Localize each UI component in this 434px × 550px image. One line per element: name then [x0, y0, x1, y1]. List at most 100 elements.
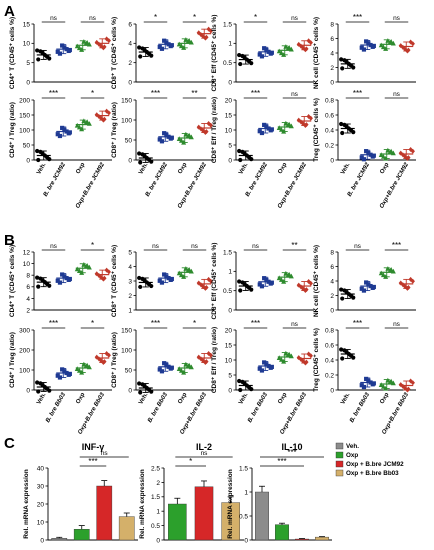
- chart-B-r1-c4-point: [340, 296, 345, 301]
- chart-A-r2-c2-sig-label: **: [191, 89, 197, 98]
- chart-B-r1-c4-point: [403, 284, 408, 290]
- chart-B-r2-c4-xtick-label: Veh.: [340, 392, 352, 406]
- chart-B-r2-c4-point: [342, 348, 347, 353]
- chart-A-r2-c1-point: [67, 130, 72, 135]
- chart-B-r2-c4-ylabel: Treg (CD45⁺ cells %): [313, 328, 320, 392]
- chart-A-r2-c2-ylabel: CD8⁺ / Treg (ratio): [111, 102, 118, 158]
- panel-letter-b: B: [4, 232, 15, 249]
- chart-A-r1-c4-point: [408, 39, 413, 45]
- chart-B-r1-c1-point: [36, 284, 41, 289]
- chart-B-r1-c1-ytick-label: 12: [23, 249, 31, 256]
- chart-A-r2-c3-point: [259, 130, 265, 136]
- chart-B-r1-c3-point: [301, 286, 306, 292]
- chart-B-r2-c1-sig-label: *: [91, 319, 94, 328]
- chart-A-r2-c3-point: [286, 121, 292, 127]
- chart-A-r1-c4-ytick-label: 6: [330, 36, 334, 43]
- chart-A-r2-c3-point: [306, 114, 311, 119]
- chart-A-r2-c1-ylabel: CD4⁺ / Treg (ratio): [9, 102, 16, 158]
- chart-A-r1-c2-ytick-label: 2: [128, 60, 132, 67]
- chart-B-r2-c3-ytick-label: 15: [225, 342, 233, 349]
- chart-A-r2-c1-sig-label: ***: [49, 89, 58, 98]
- chart-B-r1-c3-point: [259, 284, 265, 289]
- chart-B-r1-c3-point: [262, 276, 267, 281]
- chart-C-3-bar: [275, 524, 290, 541]
- chart-C-2-ytick-label: 1.5: [151, 494, 160, 501]
- chart-B-r1-c1-point: [84, 262, 90, 268]
- chart-B-r1-c3-point: [257, 282, 262, 287]
- chart-B-r2-c2-xtick-label: B. bre Bb03: [147, 391, 169, 423]
- chart-A-r2-c3-point: [276, 125, 282, 130]
- chart-A-r2-c1-ytick-label: 50: [23, 142, 31, 149]
- chart-B-r1-c2-point: [159, 280, 165, 285]
- chart-B-r2-c3-sig-label: ns: [291, 321, 299, 328]
- chart-B-r1-c3-point: [264, 277, 269, 283]
- chart-B-r2-c2-xtick-label: Veh.: [138, 392, 150, 406]
- chart-C-3-sig-label: ***: [287, 448, 296, 457]
- chart-A-r2-c2-point: [162, 131, 167, 136]
- chart-C-1-bar: [118, 516, 135, 541]
- chart-A-r2-c4-point: [340, 130, 345, 136]
- chart-B-r2-c4-ytick-label: 0: [330, 387, 334, 394]
- chart-B-r2-c1-xtick-label: Oxp: [75, 392, 86, 405]
- chart-B-r1-c2-ytick-label: 4: [128, 264, 132, 271]
- chart-A-r2-c2-xtick-label: B. bre JCM92: [145, 161, 170, 197]
- chart-B-r1-c2-point: [206, 276, 211, 282]
- chart-B-r2-c4-ytick-label: 0.8: [325, 327, 334, 334]
- chart-A-r2-c2-xtick-label: Oxp: [177, 162, 188, 175]
- chart-A-r2-c4-point: [371, 153, 376, 158]
- chart-A-r1-c4-point: [361, 47, 367, 52]
- chart-B-r1-c1-point: [104, 267, 109, 273]
- chart-A-r2-c3-point: [237, 148, 242, 154]
- chart-A-r2-c3-point: [238, 157, 243, 163]
- chart-C-3-title: IL-10: [281, 442, 302, 452]
- chart-A-r1-c3-point: [259, 54, 265, 59]
- chart-A-r2-c3-point: [301, 121, 306, 127]
- chart-A-r2-c4-point: [366, 150, 371, 156]
- chart-A-r2-c1-xtick-label: Veh.: [36, 162, 48, 176]
- chart-B-r1-c4-ytick-label: 6: [330, 264, 334, 271]
- chart-A-r1-c3-point: [306, 38, 311, 44]
- chart-B-r2-c3-point: [237, 378, 242, 384]
- chart-C-1-ylabel: Rel. mRNA expression: [23, 469, 30, 539]
- chart-A-r1-c3-point: [286, 44, 292, 50]
- chart-C-1-ytick-label: 40: [37, 465, 45, 472]
- chart-B-r1-c2-point: [176, 270, 182, 276]
- chart-C-1-sig-label: ns: [101, 450, 109, 457]
- chart-B-r1-c1-point: [57, 280, 63, 285]
- chart-A-r2-c4-point: [342, 122, 347, 127]
- chart-C-1-bar: [51, 538, 68, 541]
- chart-A-r2-c1-ytick-label: 150: [19, 112, 30, 119]
- chart-A-r1-c2-ytick-label: 4: [128, 41, 132, 48]
- chart-A-r1-c1-ytick-label: 15: [23, 21, 31, 28]
- chart-B-r1-c3-point: [306, 279, 311, 285]
- chart-A-r1-c1-point: [36, 57, 41, 62]
- chart-B-r1-c1-ytick-label: 4: [26, 296, 30, 303]
- chart-A-r2-c4-point: [364, 149, 369, 154]
- chart-B-r2-c2-point: [157, 367, 162, 372]
- chart-C-1-ytick-label: 0: [40, 537, 44, 544]
- chart-A-r1-c2-point: [176, 41, 182, 47]
- chart-B-r2-c3-point: [259, 368, 265, 373]
- chart-A-r1-c1-point: [94, 39, 99, 45]
- chart-C-1-ytick-label: 30: [37, 483, 45, 490]
- chart-A-r2-c4-point: [408, 147, 413, 152]
- chart-A-r1-c1-sig-label: ns: [50, 15, 58, 22]
- chart-B-r1-c3-ytick-label: 0: [228, 307, 232, 314]
- chart-C-2-sig-label: *: [189, 457, 192, 466]
- chart-C-3-ytick-label: 0.5: [239, 513, 248, 520]
- chart-A-r1-c4-point: [378, 42, 384, 48]
- chart-A-r1-c4-point: [366, 41, 371, 46]
- chart-A-r1-c3-point: [269, 50, 274, 55]
- chart-A-r2-c4-sig-label: ***: [353, 89, 362, 98]
- chart-B-r2-c2-ytick-label: 150: [121, 327, 132, 334]
- chart-A-r1-c1-point: [84, 39, 90, 45]
- chart-A-r2-c4-point: [378, 152, 384, 157]
- legend-swatch: [335, 469, 344, 477]
- chart-B-r2-c3-ytick-label: 20: [225, 327, 233, 334]
- chart-B-r1-c4-point: [388, 267, 394, 272]
- chart-A-r2-c3-point: [269, 127, 274, 132]
- chart-A-r1-c1-point: [62, 45, 67, 50]
- chart-A-r1-c2-point: [206, 26, 211, 32]
- chart-B-r2-c2-point: [137, 381, 142, 386]
- chart-B-r2-c4-point: [403, 385, 408, 391]
